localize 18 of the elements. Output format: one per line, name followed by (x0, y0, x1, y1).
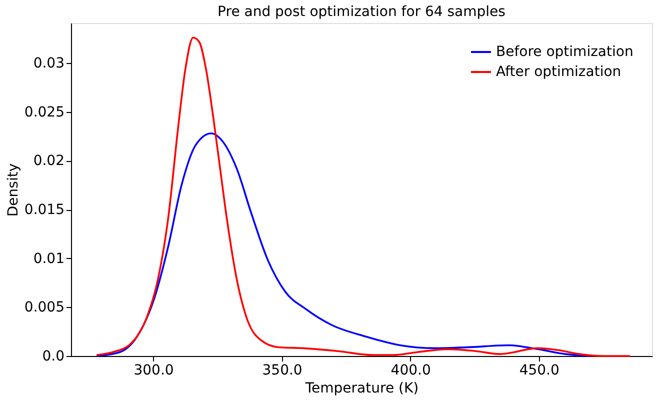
legend-label: Before optimization (496, 44, 634, 60)
y-tick-label: 0.015 (24, 202, 64, 218)
x-axis-title: Temperature (K) (304, 380, 419, 396)
y-tick-label: 0.0 (42, 348, 64, 364)
legend-label: After optimization (496, 64, 622, 80)
x-tick-label: 450.0 (519, 362, 560, 378)
y-axis-title: Density (5, 163, 22, 217)
line-series (96, 132, 590, 357)
x-tick-label: 350.0 (262, 362, 302, 378)
chart-title: Pre and post optimization for 64 samples (218, 4, 506, 20)
y-tick-label: 0.02 (33, 153, 64, 170)
y-tick-label: 0.005 (24, 300, 64, 316)
y-tick-label: 0.01 (33, 250, 64, 267)
y-tick-label: 0.03 (33, 56, 64, 72)
y-tick-label: 0.025 (24, 104, 64, 120)
x-tick-label: 400.0 (390, 362, 431, 378)
line-series (96, 36, 631, 357)
x-tick-label: 300.0 (134, 362, 174, 378)
